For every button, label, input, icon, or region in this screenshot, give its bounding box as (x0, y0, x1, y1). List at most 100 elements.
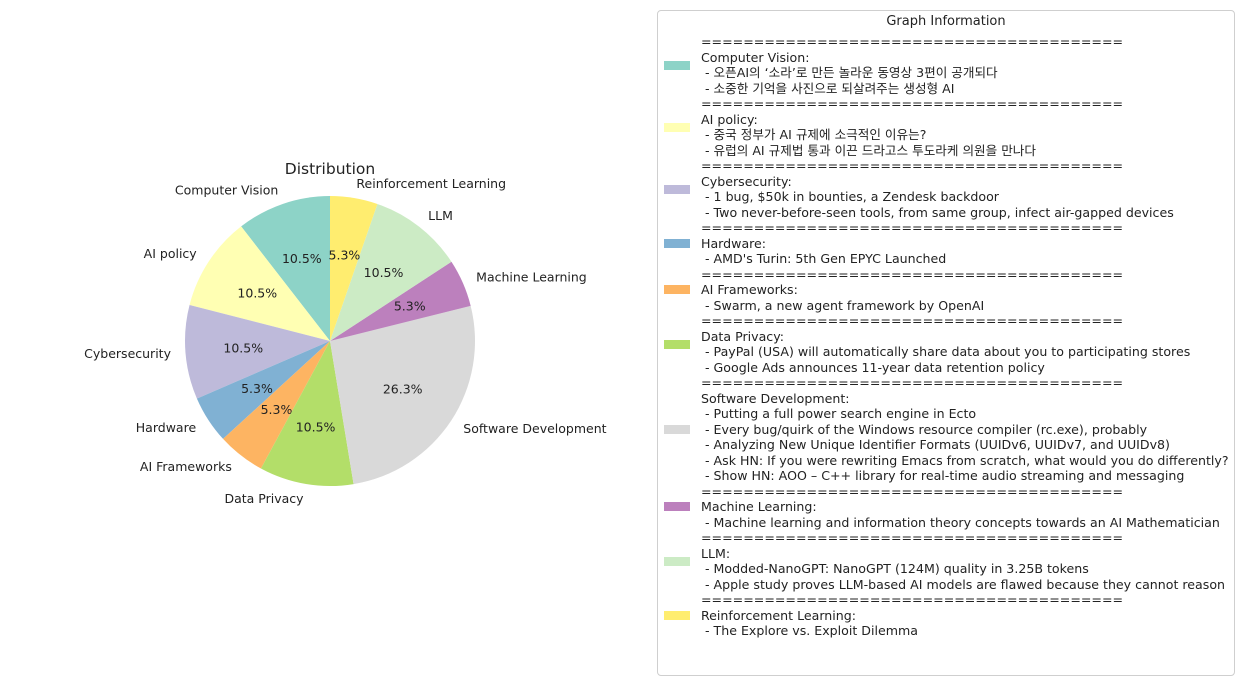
legend-group-cybersecurity: ========================================… (658, 158, 1234, 220)
slice-label-machine-learning: Machine Learning (476, 270, 587, 285)
legend-separator: ======================================== (701, 483, 1124, 499)
legend-title: Graph Information (886, 14, 1006, 29)
legend-item: - Show HN: AOO – C++ library for real-ti… (701, 468, 1185, 483)
slice-label-llm: LLM (428, 208, 453, 223)
legend-category: Hardware: (701, 235, 767, 251)
pct-label-ai-policy: 10.5% (237, 286, 277, 301)
legend-separator: ======================================== (701, 266, 1124, 282)
slice-label-ai-policy: AI policy (144, 246, 198, 261)
slice-label-data-privacy: Data Privacy (224, 491, 304, 506)
pie-slice-data-privacy (260, 341, 354, 487)
legend-text: ========================================… (701, 220, 1123, 267)
legend-text: ========================================… (701, 484, 1220, 531)
pie-slice-computer-vision (241, 196, 330, 341)
legend-group-computer-vision: ========================================… (658, 34, 1234, 96)
legend-swatch (664, 238, 690, 248)
pct-label-llm: 10.5% (364, 265, 404, 280)
legend-item: - 중국 정부가 AI 규제에 소극적인 이유는? (701, 127, 927, 142)
legend-swatch (664, 285, 690, 295)
legend-text: ========================================… (701, 96, 1123, 158)
pie-slice-machine-learning (330, 261, 471, 341)
legend-item: - 오픈AI의 ‘소라’로 만든 놀라운 동영상 3편이 공개되다 (701, 65, 998, 80)
legend-item: - 소중한 기억을 사진으로 되살려주는 생성형 AI (701, 80, 955, 96)
legend-item: - Google Ads announces 11-year data rete… (701, 359, 1045, 375)
slice-label-reinforcement-learning: Reinforcement Learning (356, 176, 506, 191)
legend-item: - PayPal (USA) will automatically share … (701, 344, 1191, 359)
legend-separator: ======================================== (701, 34, 1124, 49)
legend-separator: ======================================== (701, 158, 1124, 173)
legend-separator: ======================================== (701, 530, 1124, 545)
legend-category: Cybersecurity: (701, 173, 792, 189)
legend-separator: ======================================== (701, 313, 1124, 328)
legend-group-llm: ========================================… (658, 530, 1234, 592)
legend-item: - Ask HN: If you were rewriting Emacs fr… (701, 452, 1229, 468)
legend-group-software-development: ========================================… (658, 375, 1234, 484)
legend-text: ========================================… (701, 313, 1190, 375)
legend-separator: ======================================== (701, 96, 1124, 111)
legend-category: AI policy: (701, 111, 758, 127)
pie-slice-reinforcement-learning (330, 196, 378, 341)
legend-separator: ======================================== (701, 220, 1124, 235)
pie-chart: Distribution 10.5% Computer Vision 10.5% AI… (84, 160, 606, 506)
slice-label-software-development: Software Development (463, 421, 606, 436)
pct-label-cybersecurity: 10.5% (223, 340, 263, 355)
legend-category: Computer Vision: (701, 49, 810, 65)
legend-swatch (664, 184, 690, 194)
legend-group-data-privacy: ========================================… (658, 313, 1234, 375)
legend-item: - Two never-before-seen tools, from same… (701, 204, 1174, 220)
slice-label-cybersecurity: Cybersecurity (84, 346, 171, 361)
legend-item: - Putting a full power search engine in … (701, 406, 977, 421)
legend-text: ========================================… (701, 34, 1123, 96)
legend-item: - Modded-NanoGPT: NanoGPT (124M) quality… (701, 561, 1089, 576)
legend-group-hardware: ========================================… (658, 220, 1234, 267)
legend-separator: ======================================== (701, 375, 1124, 390)
slice-label-computer-vision: Computer Vision (175, 183, 278, 198)
legend-text: ========================================… (701, 375, 1229, 484)
legend-group-machine-learning: ========================================… (658, 484, 1234, 531)
legend-swatch (664, 502, 690, 512)
legend-text: ========================================… (701, 592, 1123, 639)
legend-item: - Analyzing New Unique Identifier Format… (701, 437, 1170, 452)
pie-slice-cybersecurity (184, 304, 330, 399)
legend-swatch (664, 60, 690, 70)
legend-group-ai-policy: ========================================… (658, 96, 1234, 158)
legend-swatch (664, 610, 690, 620)
legend-item: - Every bug/quirk of the Windows resourc… (701, 421, 1148, 437)
pie-slice-ai-frameworks (223, 341, 330, 469)
legend: Graph Information ======================… (657, 10, 1235, 676)
legend-category: Software Development: (701, 390, 850, 406)
pie-slice-software-development (330, 305, 475, 485)
pie-slice-hardware (196, 341, 330, 439)
slice-label-hardware: Hardware (136, 420, 197, 435)
legend-group-ai-frameworks: ========================================… (658, 267, 1234, 314)
legend-item: - AMD's Turin: 5th Gen EPYC Launched (701, 251, 947, 266)
pct-label-reinforcement-learning: 5.3% (329, 248, 361, 263)
pct-label-ai-frameworks: 5.3% (261, 402, 293, 417)
slice-label-ai-frameworks: AI Frameworks (140, 459, 232, 474)
legend-category: AI Frameworks: (701, 282, 798, 297)
legend-swatch (664, 122, 690, 132)
legend-item: - 유럽의 AI 규제법 통과 이끈 드라고스 투도라케 의원을 만나다 (701, 142, 1036, 158)
pct-label-hardware: 5.3% (241, 381, 273, 396)
pie-slice-llm (330, 203, 452, 341)
pct-label-machine-learning: 5.3% (394, 299, 426, 314)
legend-swatch (664, 424, 690, 434)
legend-group-reinforcement-learning: ========================================… (658, 592, 1234, 639)
legend-item: - Swarm, a new agent framework by OpenAI (701, 297, 985, 313)
legend-swatch (664, 339, 690, 349)
legend-item: - Apple study proves LLM-based AI models… (701, 576, 1226, 592)
chart-title: Distribution (285, 160, 375, 178)
legend-swatch (664, 556, 690, 566)
pct-label-software-development: 26.3% (383, 381, 423, 396)
legend-category: Machine Learning: (701, 499, 817, 514)
pct-label-computer-vision: 10.5% (282, 251, 322, 266)
legend-text: ========================================… (701, 158, 1174, 220)
legend-category: LLM: (701, 545, 731, 561)
legend-text: ========================================… (701, 267, 1123, 314)
legend-item: - 1 bug, $50k in bounties, a Zendesk bac… (701, 189, 999, 204)
legend-category: Reinforcement Learning: (701, 607, 856, 623)
pct-label-data-privacy: 10.5% (296, 419, 336, 434)
legend-item: - The Explore vs. Exploit Dilemma (701, 623, 919, 638)
legend-text: ========================================… (701, 530, 1225, 592)
pie-slice-ai-policy (189, 226, 330, 341)
